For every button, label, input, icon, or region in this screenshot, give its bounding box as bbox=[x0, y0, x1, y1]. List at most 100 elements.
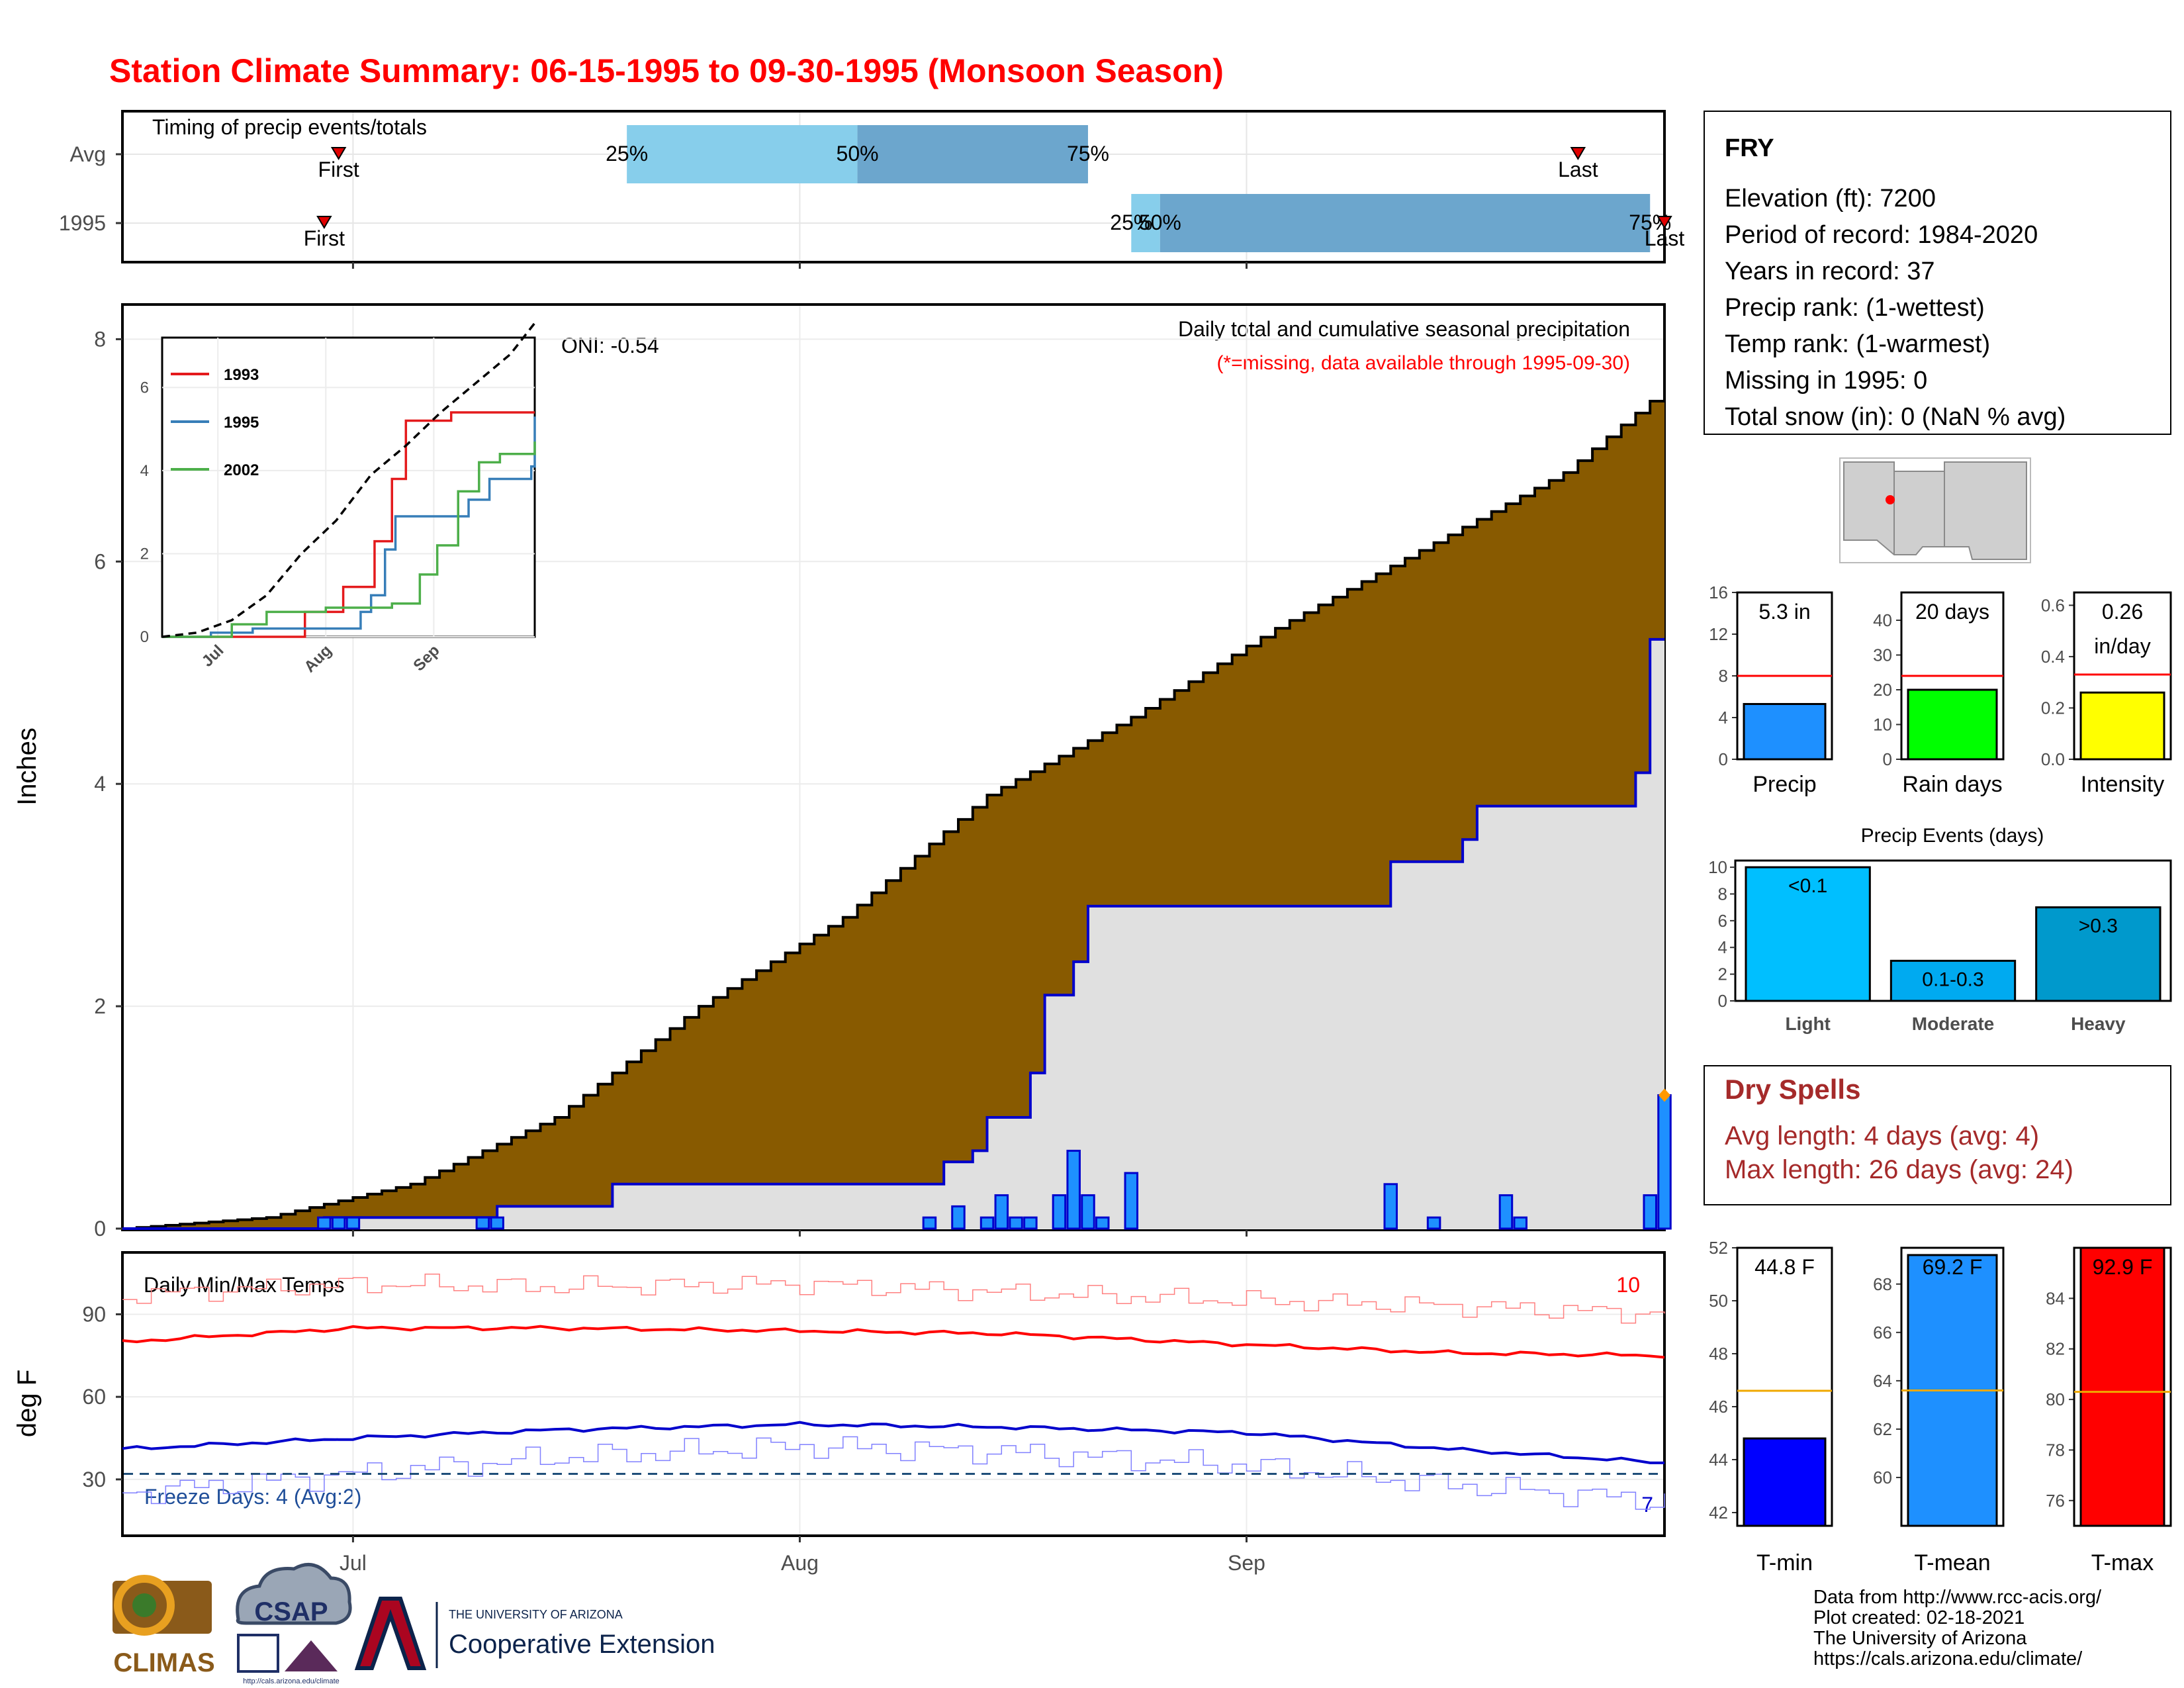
climas-logo-text: CLIMAS bbox=[113, 1648, 214, 1677]
tmax-y-tick-label: 82 bbox=[2046, 1339, 2065, 1359]
precip-events-category-label: Light bbox=[1785, 1013, 1830, 1034]
tmax-y-tick-label: 80 bbox=[2046, 1389, 2065, 1409]
inset-series-line bbox=[162, 441, 536, 638]
timing-title: Timing of precip events/totals bbox=[152, 115, 427, 139]
timing-event-marker bbox=[316, 216, 332, 229]
precip-1995-cumulative-line bbox=[122, 637, 1664, 1230]
tmin-y-tick-label: 44 bbox=[1709, 1450, 1728, 1470]
timing-event-label: Last bbox=[1645, 226, 1685, 250]
tmean-y-tick-label: 64 bbox=[1873, 1371, 1892, 1391]
avg-tmax-line bbox=[122, 1325, 1665, 1359]
tmin-y-tick-label: 52 bbox=[1709, 1238, 1728, 1258]
station-info-box: FRY Elevation (ft): 7200 Period of recor… bbox=[1704, 111, 2171, 435]
precip-events-bar-label: <0.1 bbox=[1788, 875, 1827, 897]
precip-events-bar-label: >0.3 bbox=[2079, 915, 2118, 937]
rain_days-y-tick-label: 40 bbox=[1873, 610, 1892, 630]
precip-daily-bar bbox=[1383, 1183, 1398, 1230]
rain_days-axis-label: Rain days bbox=[1902, 772, 2002, 797]
precip-y-tick-label: 4 bbox=[94, 772, 106, 796]
precip-daily-bar bbox=[331, 1216, 346, 1230]
precip-daily-bar bbox=[475, 1216, 490, 1230]
x-axis-month-label: Jul bbox=[340, 1551, 367, 1575]
precip-daily-bar bbox=[1052, 1194, 1067, 1230]
precip-daily-bar bbox=[1657, 1094, 1672, 1230]
csap-logo-text: CSAP bbox=[254, 1597, 328, 1626]
precip_total-y-tick-label: 16 bbox=[1709, 583, 1728, 602]
tmean-y-tick-label: 66 bbox=[1873, 1323, 1892, 1342]
tmin-y-tick-label: 42 bbox=[1709, 1503, 1728, 1523]
precip-events-category-label: Heavy bbox=[2071, 1013, 2126, 1034]
precip-daily-bar bbox=[922, 1216, 937, 1230]
inset-series-line bbox=[162, 416, 536, 638]
tmax-y-tick-label: 78 bbox=[2046, 1440, 2065, 1460]
station-line-snow: Total snow (in): 0 (NaN % avg) bbox=[1725, 403, 2066, 431]
inset-legend-label: 1995 bbox=[224, 414, 259, 432]
max-count-label: 10 bbox=[1616, 1273, 1640, 1297]
tmean-y-tick-label: 62 bbox=[1873, 1419, 1892, 1439]
oni-label: ONI: -0.54 bbox=[561, 334, 659, 357]
precip_total-y-tick-label: 12 bbox=[1709, 624, 1728, 644]
precip-1995-cumulative-area bbox=[122, 639, 1664, 1229]
precip-events-y-tick-label: 8 bbox=[1718, 884, 1727, 904]
tmin-y-tick-label: 48 bbox=[1709, 1344, 1728, 1364]
tmax-y-tick-label: 84 bbox=[2046, 1288, 2065, 1308]
precip-daily-bar bbox=[1023, 1216, 1038, 1230]
precip_total-y-tick-label: 8 bbox=[1719, 666, 1728, 686]
inset-y-tick-label: 2 bbox=[140, 545, 149, 563]
timing-event-label: Last bbox=[1558, 158, 1598, 181]
precip-daily-bar bbox=[979, 1216, 995, 1230]
tmean-y-tick-label: 60 bbox=[1873, 1468, 1892, 1487]
precip-daily-bar bbox=[345, 1216, 361, 1230]
precip-daily-bar bbox=[1643, 1194, 1657, 1230]
timing-percent-label: 25% bbox=[606, 142, 648, 165]
page-title: Station Climate Summary: 06-15-1995 to 0… bbox=[109, 52, 1224, 89]
precip-daily-bar bbox=[317, 1216, 332, 1230]
tmax-value-label: 92.9 F bbox=[2093, 1255, 2153, 1279]
intensity-y-tick-label: 0.2 bbox=[2041, 698, 2065, 718]
tmin-value-label: 44.8 F bbox=[1754, 1255, 1815, 1279]
precip-events-bar bbox=[2035, 906, 2161, 1002]
timing-row-label: Avg bbox=[69, 142, 106, 166]
tmin-value-bar bbox=[1743, 1437, 1827, 1527]
timing-event-marker bbox=[1570, 147, 1586, 160]
rain_days-value-bar bbox=[1907, 688, 1998, 761]
tmin-y-tick-label: 46 bbox=[1709, 1397, 1728, 1417]
precip-daily-bar bbox=[1009, 1216, 1023, 1230]
precip_total-value-label: 5.3 in bbox=[1758, 600, 1810, 624]
temp-y-axis-label: deg F bbox=[13, 1370, 42, 1437]
intensity-y-tick-label: 0.6 bbox=[2041, 595, 2065, 615]
timing-percent-label: 75% bbox=[1067, 142, 1109, 165]
station-line-missing: Missing in 1995: 0 bbox=[1725, 367, 1927, 395]
precip-events-y-tick-label: 10 bbox=[1708, 857, 1727, 877]
rain_days-y-tick-label: 10 bbox=[1873, 715, 1892, 735]
temp-chart-title: Daily Min/Max Temps bbox=[144, 1273, 344, 1297]
precip-events-y-tick-label: 2 bbox=[1718, 964, 1727, 984]
precip-daily-bar bbox=[951, 1205, 966, 1230]
timing-event-marker bbox=[1657, 216, 1672, 229]
dry-spells-box: Dry Spells Avg length: 4 days (avg: 4) M… bbox=[1704, 1065, 2171, 1205]
x-axis-month-label: Sep bbox=[1228, 1551, 1265, 1575]
station-line-period: Period of record: 1984-2020 bbox=[1725, 221, 2038, 249]
tmean-value-label: 69.2 F bbox=[1923, 1255, 1983, 1279]
inset-y-tick-label: 0 bbox=[140, 628, 149, 646]
inset-y-tick-label: 6 bbox=[140, 379, 149, 397]
precip-daily-bar bbox=[1124, 1172, 1139, 1230]
precip-y-tick-label: 0 bbox=[94, 1217, 106, 1241]
csap-logo-url: http://cals.arizona.edu/climate bbox=[243, 1677, 340, 1685]
station-line-temp-rank: Temp rank: (1-warmest) bbox=[1725, 330, 1990, 358]
freeze-days-label: Freeze Days: 4 (Avg:2) bbox=[144, 1485, 361, 1509]
location-map bbox=[1839, 457, 2031, 563]
intensity-y-tick-label: 0.0 bbox=[2041, 749, 2065, 769]
footer-line-university: The University of Arizona bbox=[1813, 1628, 2027, 1649]
precip-events-bar bbox=[1745, 866, 1871, 1002]
inset-series-line bbox=[162, 411, 535, 638]
inset-series-line bbox=[161, 322, 536, 638]
precip_total-axis-label: Precip bbox=[1752, 772, 1816, 797]
footer-line-created: Plot created: 02-18-2021 bbox=[1813, 1607, 2025, 1628]
climas-logo: CLIMAS bbox=[113, 1575, 215, 1677]
precip-events-y-tick-label: 0 bbox=[1718, 991, 1727, 1011]
ua-logo: THE UNIVERSITY OF ARIZONA Cooperative Ex… bbox=[354, 1597, 715, 1670]
temp-y-tick-label: 60 bbox=[82, 1385, 106, 1409]
x-axis-month-label: Aug bbox=[781, 1551, 819, 1575]
